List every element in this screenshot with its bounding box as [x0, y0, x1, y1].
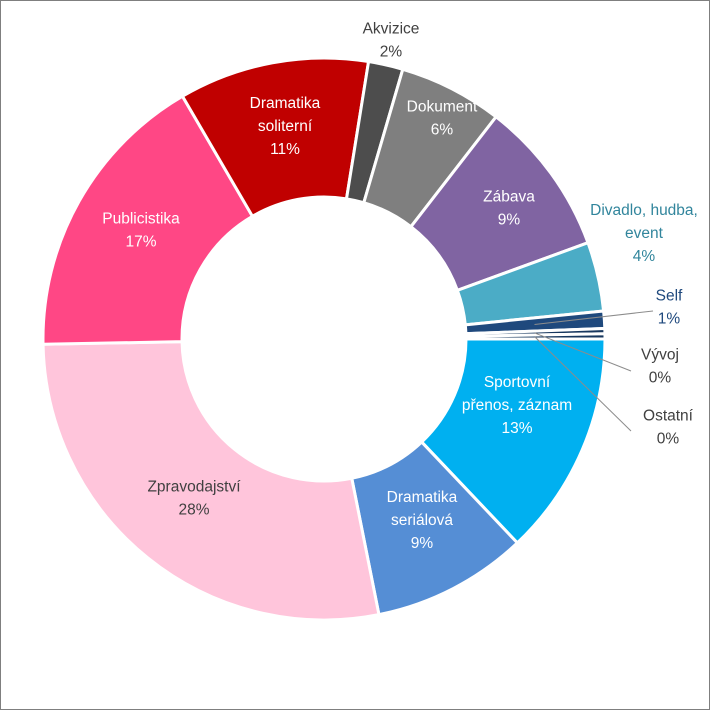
slice-ostatní	[464, 332, 607, 341]
slice-value-label: 9%	[411, 535, 434, 552]
slice-label: Publicistika 17%	[102, 211, 180, 251]
slice-name-label: přenos, záznam	[462, 397, 572, 414]
slice-value-label: 9%	[498, 212, 521, 229]
slice-name-label: Vývoj	[641, 347, 679, 364]
slice-name-label: Self	[656, 288, 683, 305]
slice-sportovní-přenos-záznam	[419, 337, 607, 546]
slice-name-label: event	[625, 225, 664, 242]
slice-label: Self 1%	[656, 288, 683, 328]
leader-line	[534, 336, 632, 432]
slice-name-label: Publicistika	[102, 211, 180, 228]
slice-label: Sportovní přenos, záznam 13%	[462, 374, 572, 437]
leader-line	[534, 310, 654, 326]
slice-value-label: 4%	[633, 248, 656, 265]
slice-value-label: 6%	[431, 122, 454, 139]
slice-value-label: 13%	[501, 420, 532, 437]
slice-name-label: Zábava	[483, 189, 535, 206]
slice-name-label: soliterní	[258, 118, 313, 135]
slice-label: Dokument 6%	[407, 99, 478, 139]
slice-name-label: Dramatika	[250, 95, 321, 112]
slice-label: Zábava 9%	[483, 189, 535, 229]
slice-value-label: 28%	[178, 502, 209, 519]
slice-label: Divadlo, hudba, event 4%	[590, 202, 698, 265]
slice-label: Vývoj 0%	[641, 347, 679, 387]
slice-value-label: 11%	[270, 141, 300, 158]
slice-label: Dramatika seriálová 9%	[387, 489, 458, 552]
slice-name-label: Ostatní	[643, 408, 694, 425]
slice-name-label: seriálová	[391, 512, 453, 529]
slice-label: Zpravodajství 28%	[147, 479, 241, 519]
slice-value-label: 0%	[657, 431, 680, 448]
slice-publicistika	[41, 94, 255, 346]
slice-name-label: Divadlo, hudba,	[590, 202, 698, 219]
slice-name-label: Dokument	[407, 99, 478, 116]
slice-label: Akvizice 2%	[363, 21, 420, 61]
slice-name-label: Zpravodajství	[147, 479, 241, 496]
slice-label: Ostatní 0%	[643, 408, 694, 448]
slice-zpravodajství	[41, 340, 381, 622]
slice-name-label: Sportovní	[484, 374, 551, 391]
slice-value-label: 17%	[125, 234, 156, 251]
slice-value-label: 0%	[649, 370, 672, 387]
slice-value-label: 2%	[380, 44, 403, 61]
slice-name-label: Dramatika	[387, 489, 458, 506]
slice-value-label: 1%	[658, 311, 681, 328]
slice-label: Dramatika soliterní 11%	[250, 95, 321, 158]
leader-line	[534, 332, 632, 372]
slice-name-label: Akvizice	[363, 21, 420, 38]
